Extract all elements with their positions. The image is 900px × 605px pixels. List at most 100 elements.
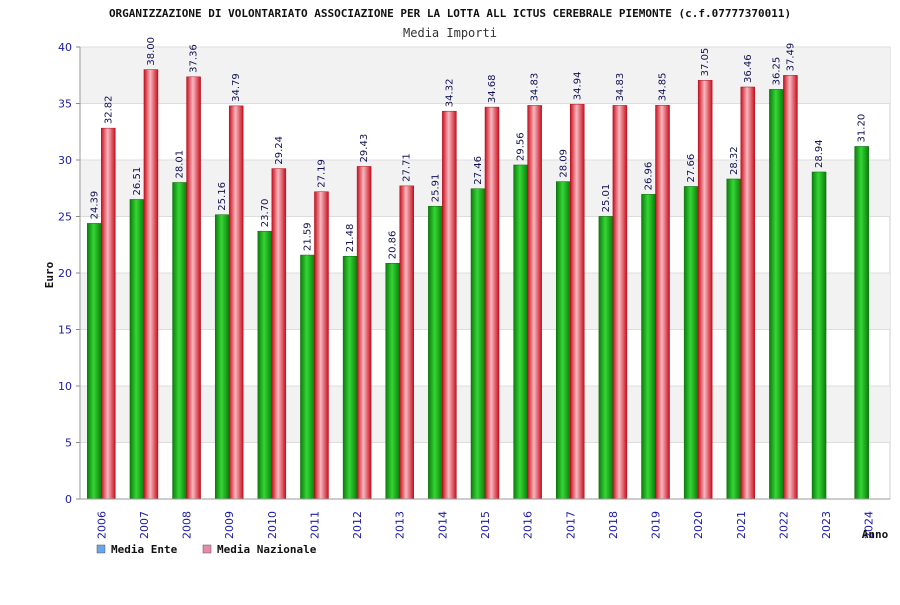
bar-media-nazionale xyxy=(527,105,542,500)
y-tick-label: 10 xyxy=(58,380,72,393)
bar-media-nazionale xyxy=(271,168,287,500)
data-label: 28.94 xyxy=(814,139,825,168)
bar-media-ente xyxy=(214,214,230,500)
legend-swatch-media-nazionale xyxy=(202,544,212,554)
data-label: 24.39 xyxy=(89,191,100,220)
bar-media-nazionale xyxy=(143,69,159,500)
x-tick-label: 2023 xyxy=(820,511,833,539)
data-label: 29.24 xyxy=(274,136,285,165)
x-tick-label: 2015 xyxy=(479,511,492,539)
bar-media-ente xyxy=(726,178,742,500)
data-label: 37.36 xyxy=(189,44,200,73)
data-label: 34.94 xyxy=(572,72,583,101)
bar-media-ente xyxy=(470,188,486,500)
x-axis: 2006 2007 2008 2009 2010 2011 2012 2013 2014 2015… xyxy=(95,511,875,539)
bar-media-ente xyxy=(428,205,443,500)
y-axis-label: Euro xyxy=(43,261,56,288)
data-label: 20.86 xyxy=(388,231,399,260)
x-tick-label: 2022 xyxy=(777,511,790,539)
x-tick-label: 2016 xyxy=(522,511,535,539)
data-label: 25.16 xyxy=(217,182,228,211)
bar-media-ente xyxy=(854,146,869,500)
bar-media-nazionale xyxy=(570,103,585,500)
y-axis: 0 5 10 15 20 25 30 35 40 xyxy=(58,41,890,506)
data-label: 34.68 xyxy=(487,74,498,103)
data-label: 28.09 xyxy=(558,149,569,178)
data-label: 26.51 xyxy=(132,167,143,196)
legend-label-media-ente: Media Ente xyxy=(111,543,178,556)
x-tick-label: 2008 xyxy=(181,511,194,539)
data-label: 23.70 xyxy=(260,199,271,228)
x-tick-label: 2010 xyxy=(266,511,279,539)
data-label: 34.32 xyxy=(444,79,455,108)
x-tick-label: 2021 xyxy=(735,511,748,539)
x-tick-label: 2020 xyxy=(692,511,705,539)
bar-media-ente xyxy=(172,182,187,500)
data-label: 36.46 xyxy=(743,54,754,83)
bar-media-ente xyxy=(513,164,528,500)
x-tick-label: 2006 xyxy=(95,511,108,539)
data-label: 21.59 xyxy=(302,222,313,251)
bar-media-nazionale xyxy=(697,80,713,500)
y-tick-label: 15 xyxy=(58,324,72,337)
y-tick-label: 30 xyxy=(58,154,72,167)
bar-media-ente xyxy=(598,216,614,500)
y-tick-label: 20 xyxy=(58,267,72,280)
bar-media-nazionale xyxy=(228,105,244,500)
x-tick-label: 2019 xyxy=(650,511,663,539)
bar-media-nazionale xyxy=(186,76,201,500)
data-label: 34.83 xyxy=(530,73,541,102)
bar-media-nazionale xyxy=(101,127,116,500)
bar-media-ente xyxy=(641,194,656,500)
data-label: 32.82 xyxy=(103,95,114,124)
x-axis-label: Anno xyxy=(862,528,889,541)
x-tick-label: 2011 xyxy=(308,511,321,539)
data-label: 28.01 xyxy=(175,150,186,179)
x-tick-label: 2012 xyxy=(351,511,364,539)
bar-media-ente xyxy=(129,199,145,500)
bar-media-nazionale xyxy=(740,86,756,500)
data-label: 34.83 xyxy=(615,73,626,102)
data-label: 28.32 xyxy=(729,146,740,175)
data-labels-group: 24.39 32.82 26.51 38.00 28.01 37.36 25.16 34.79… xyxy=(89,37,867,259)
bar-media-ente xyxy=(556,181,571,500)
data-label: 27.66 xyxy=(686,154,697,183)
data-label: 27.46 xyxy=(473,156,484,185)
bar-media-ente xyxy=(683,186,699,500)
x-tick-label: 2013 xyxy=(394,511,407,539)
x-tick-label: 2014 xyxy=(436,511,449,539)
y-tick-label: 25 xyxy=(58,211,72,224)
data-label: 26.96 xyxy=(644,162,655,191)
data-label: 29.56 xyxy=(516,132,527,161)
bar-media-ente xyxy=(342,256,358,500)
bars-group xyxy=(87,69,869,500)
bar-media-nazionale xyxy=(612,105,628,500)
bar-media-nazionale xyxy=(399,185,414,500)
bar-media-ente xyxy=(87,223,102,500)
x-tick-label: 2009 xyxy=(223,511,236,539)
bar-media-ente xyxy=(257,230,273,500)
x-tick-label: 2007 xyxy=(138,511,151,539)
bar-media-nazionale xyxy=(314,191,329,500)
data-label: 21.48 xyxy=(345,224,356,253)
bar-media-nazionale xyxy=(655,104,670,500)
data-label: 34.85 xyxy=(658,73,669,102)
x-tick-label: 2024 xyxy=(863,511,876,539)
data-label: 34.79 xyxy=(231,73,242,102)
data-label: 36.25 xyxy=(771,57,782,86)
data-label: 29.43 xyxy=(359,134,370,163)
x-tick-label: 2017 xyxy=(564,511,577,539)
bar-media-ente xyxy=(300,254,315,500)
y-tick-label: 35 xyxy=(58,98,72,111)
legend-label-media-nazionale: Media Nazionale xyxy=(217,543,317,556)
x-tick-label: 2018 xyxy=(607,511,620,539)
data-label: 27.19 xyxy=(316,159,327,188)
bar-media-ente xyxy=(811,171,827,500)
y-tick-label: 5 xyxy=(65,437,72,450)
bar-media-nazionale xyxy=(484,106,500,500)
legend: Media Ente Media Nazionale xyxy=(96,543,317,556)
data-label: 37.49 xyxy=(785,43,796,72)
bar-media-ente xyxy=(769,89,784,500)
